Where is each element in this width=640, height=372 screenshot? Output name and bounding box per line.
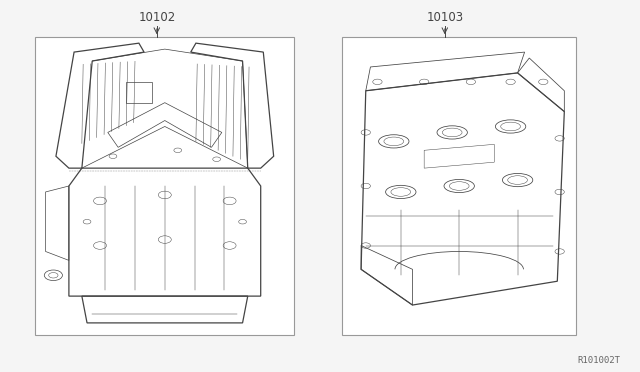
Bar — [342, 37, 576, 335]
Text: 10102: 10102 — [138, 11, 175, 24]
Text: R101002T: R101002T — [578, 356, 621, 365]
Bar — [35, 37, 294, 335]
Text: 10103: 10103 — [426, 11, 463, 24]
